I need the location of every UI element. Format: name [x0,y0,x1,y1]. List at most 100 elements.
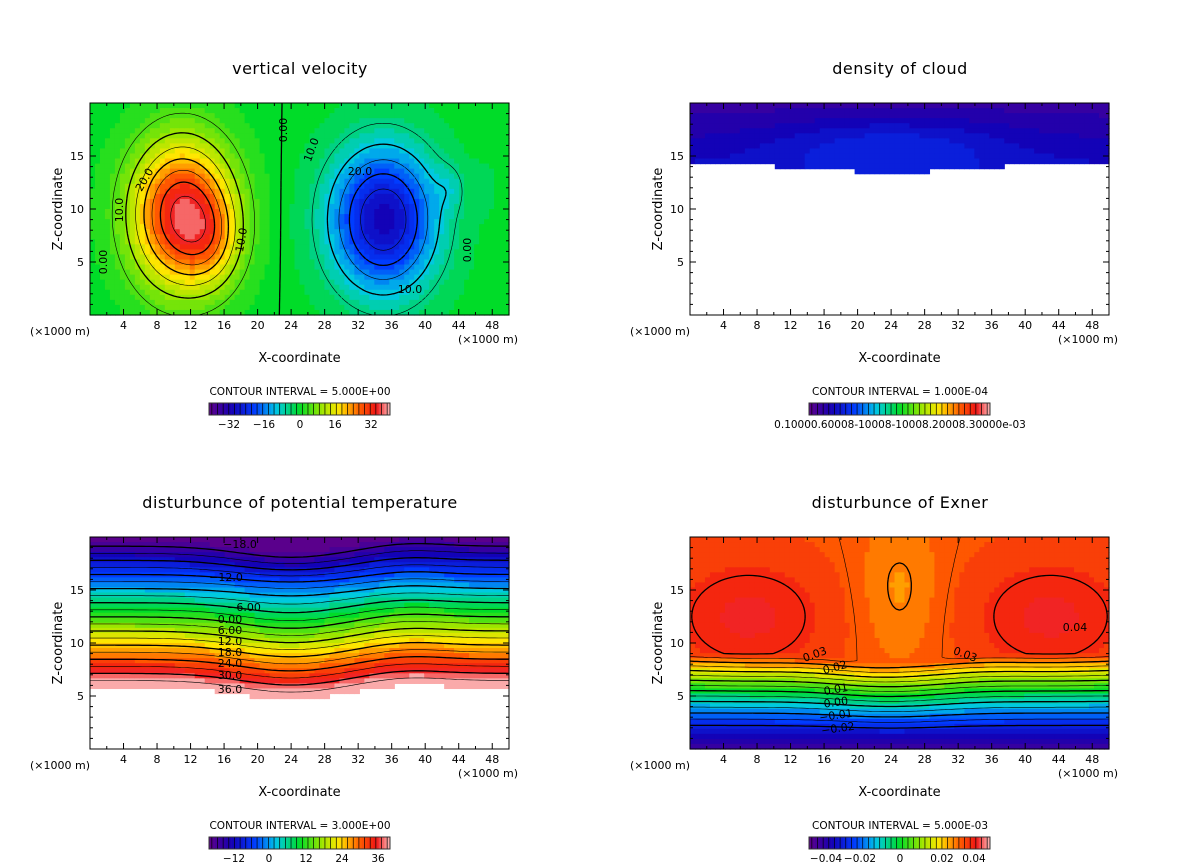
field-cell [444,108,450,114]
colorbar-swatch [842,403,847,415]
field-cell [484,113,490,119]
field-cell [999,148,1005,155]
field-cell [90,284,96,291]
field-cell [399,168,405,175]
field-cell [304,289,311,296]
field-cell [294,304,301,311]
field-cell [909,118,916,124]
field-cell [904,168,911,175]
field-cell [174,188,181,195]
field-cell [989,113,995,119]
field-cell [149,183,156,190]
field-cell [974,118,980,124]
field-cell [274,198,281,205]
field-cell [354,128,360,134]
field-cell [234,133,241,139]
field-cell [349,284,355,291]
field-cell [169,234,176,240]
field-cell [449,259,455,266]
field-cell [739,143,746,150]
field-cell [1049,143,1055,150]
field-cell [944,153,950,160]
field-cell [124,153,131,160]
field-cell [1059,118,1065,124]
field-cell [219,158,226,165]
field-cell [224,188,231,195]
field-cell [204,173,211,180]
field-cell [244,153,251,160]
field-cell [464,279,470,286]
field-cell [354,309,360,316]
field-cell [724,108,731,114]
field-cell [439,188,445,195]
field-cell [829,133,836,139]
field-cell [449,254,455,261]
field-cell [469,249,475,256]
colorbar [808,402,991,416]
field-cell [424,108,430,114]
field-cell [324,254,331,261]
field-cell [399,304,405,311]
field-cell [99,229,106,235]
field-cell [299,234,306,240]
field-cell [99,309,106,316]
field-cell [124,254,131,261]
field-cell [504,203,510,210]
field-cell [759,128,766,134]
field-cell [804,138,811,144]
colorbar-swatch [373,403,377,415]
field-cell [94,103,101,109]
field-cell [154,103,161,109]
field-cell [214,264,221,271]
field-cell [154,203,161,210]
field-cell [690,148,696,155]
field-cell [769,138,776,144]
field-cell [99,168,106,175]
field-cell [484,229,490,235]
field-cell [264,299,271,306]
field-cell [749,133,756,139]
x-unit-right: (×1000 m) [458,333,518,346]
field-cell [309,294,316,301]
field-cell [289,269,296,276]
field-cell [699,153,706,160]
field-cell [194,148,201,155]
colorbar-swatch [364,403,368,415]
field-cell [119,289,126,296]
field-cell [939,128,945,134]
field-cell [1054,133,1060,139]
field-cell [939,123,945,129]
field-cell [1009,143,1015,150]
field-cell [354,219,360,225]
field-cell [479,148,485,155]
field-cell [209,133,216,139]
field-cell [414,198,420,205]
field-cell [319,128,326,134]
field-cell [954,148,960,155]
field-cell [274,224,281,230]
field-cell [319,173,326,180]
field-cell [329,123,336,129]
field-cell [204,284,211,291]
colorbar-swatch [257,403,261,415]
field-cell [279,173,286,180]
field-cell [499,299,505,306]
field-cell [349,239,355,245]
field-cell [274,239,281,245]
field-cell [459,203,465,210]
field-cell [344,188,350,195]
field-cell [1019,153,1025,160]
field-cell [399,108,405,114]
field-cell [489,244,495,250]
field-cell [219,203,226,210]
field-cell [194,249,201,256]
field-cell [469,203,475,210]
field-cell [319,294,326,301]
y-axis-title: Z-coordinate [651,168,666,251]
field-cell [364,133,370,139]
field-cell [344,309,350,316]
field-cell [109,168,116,175]
field-cell [159,148,166,155]
field-cell [154,224,161,230]
field-cell [894,163,901,170]
